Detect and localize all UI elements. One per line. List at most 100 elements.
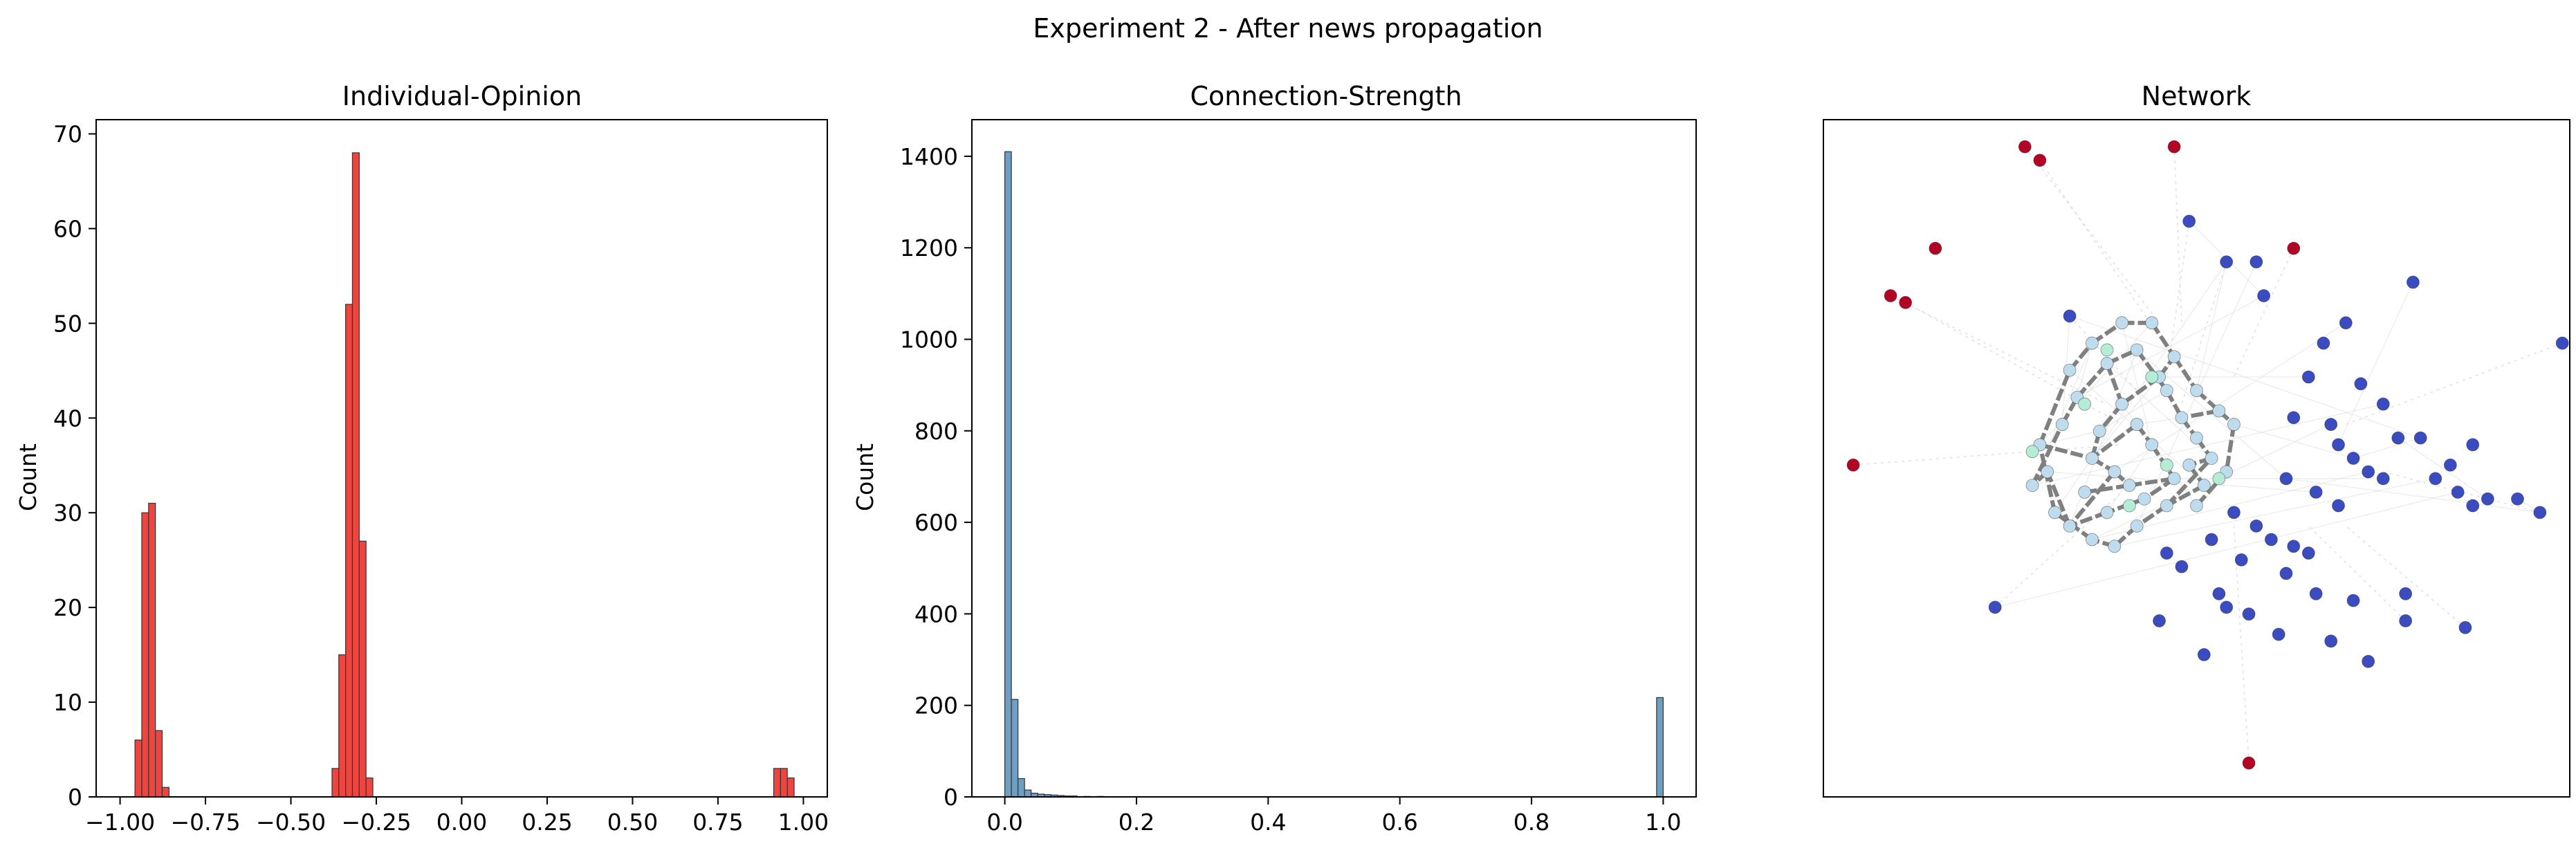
strength-xtick-label-4: 0.8: [1514, 809, 1549, 836]
opinion-bar-5: [331, 768, 340, 798]
network-strong-edge-11: [2030, 423, 2064, 486]
network-weak-edge-15: [2308, 525, 2407, 621]
network-weak-edge-10: [2039, 160, 2160, 337]
opinion-bar-1: [141, 512, 149, 798]
network-node-blue-17: [2346, 452, 2360, 465]
network-node-mint-4: [2212, 472, 2226, 486]
network-core-edge-20: [2137, 417, 2182, 425]
network-weak-edge-14: [2345, 525, 2466, 628]
network-strong-edge-35: [2224, 424, 2236, 472]
opinion-bar-3: [154, 730, 163, 798]
network-node-blue-39: [2399, 614, 2413, 627]
network-node-light-31: [2063, 363, 2077, 377]
network-nodes: [1846, 140, 2569, 770]
network-core-edge-56: [2069, 315, 2421, 439]
network-title: Network: [2142, 81, 2252, 111]
network-node-light-27: [2108, 540, 2122, 553]
network-strong-edge-43: [2039, 443, 2093, 461]
network-node-red-4: [2287, 241, 2301, 255]
network-node-red-5: [1884, 289, 1897, 302]
network-node-light-4: [2145, 438, 2159, 452]
network-node-blue-11: [2376, 397, 2390, 411]
network-strong-edge-40: [2090, 423, 2138, 460]
strength-xtick-label-1: 0.2: [1119, 809, 1154, 836]
network-node-light-15: [2055, 418, 2069, 431]
opinion-histogram-ylabel: Count: [15, 443, 42, 511]
network-core-edge-44: [2054, 261, 2227, 513]
opinion-ytick-label-1: 10: [53, 689, 82, 716]
network-node-light-13: [2041, 465, 2054, 479]
opinion-xtick-label-5: 0.25: [522, 809, 572, 836]
strength-bar-13: [1656, 697, 1664, 798]
opinion-ytick-label-0: 0: [68, 784, 82, 811]
network-node-red-6: [1899, 295, 1913, 309]
network-strong-edge-21: [2165, 484, 2205, 508]
network-node-light-21: [2190, 431, 2203, 445]
network-strong-edge-5: [2128, 476, 2175, 488]
strength-xtick-label-5: 1.0: [1645, 809, 1681, 836]
strength-histogram-ylabel: Count: [852, 443, 878, 511]
opinion-ytick-label-4: 40: [53, 405, 82, 432]
opinion-xtick-label-2: −0.50: [256, 809, 326, 836]
network-node-blue-18: [2362, 465, 2375, 479]
network-core-edge-16: [2077, 295, 2264, 398]
opinion-histogram-ticks: −1.00 −0.75 −0.50 −0.25 0.00 0.25 0.50 0.75 1.00…: [53, 121, 829, 836]
strength-ytick-label-2: 400: [914, 600, 958, 627]
network-strong-edge-32: [2172, 355, 2199, 392]
network-node-mint-1: [2145, 370, 2159, 384]
network-strong-edge-26: [2037, 444, 2057, 513]
network-weak-edge-1: [1890, 295, 2108, 405]
network-core-edge-60: [2285, 478, 2540, 513]
network-strong-edge-27: [2038, 369, 2072, 446]
network-node-light-3: [2130, 418, 2144, 431]
strength-bar-2: [1017, 778, 1025, 798]
strength-bar-1: [1011, 699, 1019, 798]
network-strong-edge-15: [2135, 349, 2169, 392]
network-node-light-29: [2048, 506, 2061, 520]
network-core-edge-30: [2039, 430, 2100, 445]
opinion-bar-9: [358, 540, 367, 798]
network-node-blue-43: [2160, 546, 2173, 560]
network-node-blue-19: [2279, 472, 2293, 486]
network-node-light-14: [2025, 479, 2039, 493]
network-node-blue-29: [2533, 506, 2547, 520]
opinion-histogram-panel: Individual-Opinion −1.00 −0.75 −0.50 −0.25 0…: [15, 81, 829, 836]
network-core-edge-10: [2106, 444, 2153, 513]
network-core-edge-36: [2196, 261, 2227, 391]
network-core-edge-2: [2099, 390, 2167, 432]
opinion-ytick-label-3: 30: [53, 499, 82, 526]
strength-xtick-label-3: 0.6: [1381, 809, 1417, 836]
network-node-light-18: [2130, 343, 2144, 357]
network-node-blue-46: [2197, 648, 2211, 661]
network-node-light-37: [2212, 404, 2226, 418]
network-node-light-12: [2063, 520, 2077, 533]
network-core-edge-0: [2091, 376, 2160, 459]
network-node-blue-26: [2466, 499, 2480, 513]
network-node-blue-32: [2264, 533, 2278, 546]
network-panel: Network: [1823, 81, 2570, 798]
opinion-histogram-title: Individual-Opinion: [342, 81, 582, 111]
network-strong-edge-8: [2069, 510, 2108, 528]
opinion-xtick-label-3: −0.25: [341, 809, 411, 836]
network-node-red-3: [2167, 140, 2181, 154]
opinion-bar-11: [773, 768, 781, 798]
network-core-edge-62: [2047, 471, 2317, 493]
network-node-light-8: [2167, 472, 2181, 486]
network-node-blue-16: [2332, 438, 2345, 452]
opinion-bar-10: [365, 777, 374, 798]
network-node-blue-4: [2250, 255, 2263, 268]
network-node-light-25: [2160, 499, 2173, 513]
opinion-bar-2: [148, 502, 156, 798]
strength-ytick-label-4: 800: [914, 418, 958, 445]
network-node-blue-5: [2257, 289, 2271, 302]
opinion-histogram-frame: [95, 119, 828, 798]
network-node-light-20: [2175, 411, 2189, 425]
network-node-blue-31: [2250, 520, 2263, 533]
network-node-light-6: [2108, 465, 2122, 479]
network-strong-edge-39: [2084, 483, 2130, 495]
network-node-mint-2: [2160, 458, 2173, 472]
network-node-blue-12: [2287, 411, 2301, 425]
network-node-light-2: [2092, 424, 2106, 438]
network-node-blue-48: [2324, 634, 2338, 648]
strength-ytick-label-3: 600: [914, 509, 958, 536]
